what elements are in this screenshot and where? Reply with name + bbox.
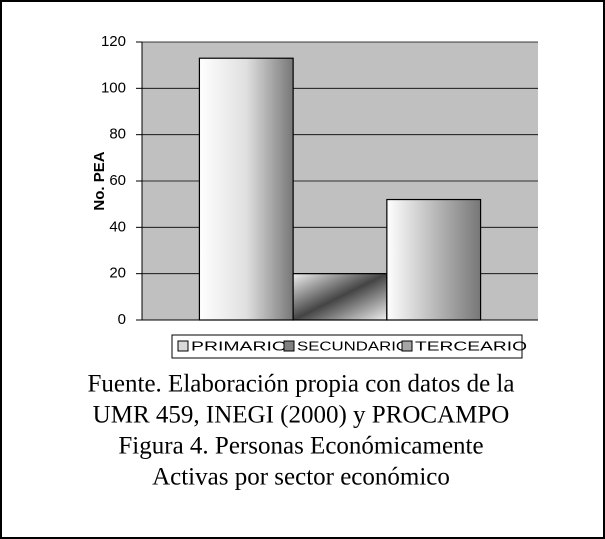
y-tick-label: 80 [109,126,126,143]
caption-line: Activas por sector económico [152,464,450,491]
y-tick-label: 40 [109,218,126,235]
caption-line: Figura 4. Personas Económicamente [118,433,483,460]
bar [198,57,294,321]
legend-swatch [177,340,189,352]
caption-line: UMR 459, INEGI (2000) y PROCAMPO [93,402,510,429]
bar [386,198,482,321]
legend-swatch [401,340,413,352]
y-tick-label: 100 [101,79,126,96]
legend-label: TERCEARIO [415,338,527,353]
y-axis-label: No. PEA [91,151,108,210]
bar [292,273,388,321]
y-tick-label: 60 [109,172,126,189]
legend-swatch [283,340,295,352]
legend-label: SECUNDARIO [297,338,409,353]
legend-label: PRIMARIO [191,338,287,353]
y-tick-label: 20 [109,265,126,282]
y-tick-label: 120 [101,33,126,50]
y-tick-label: 0 [118,311,126,328]
caption-line: Fuente. Elaboración propia con datos de … [88,371,515,398]
legend-box [171,334,523,359]
